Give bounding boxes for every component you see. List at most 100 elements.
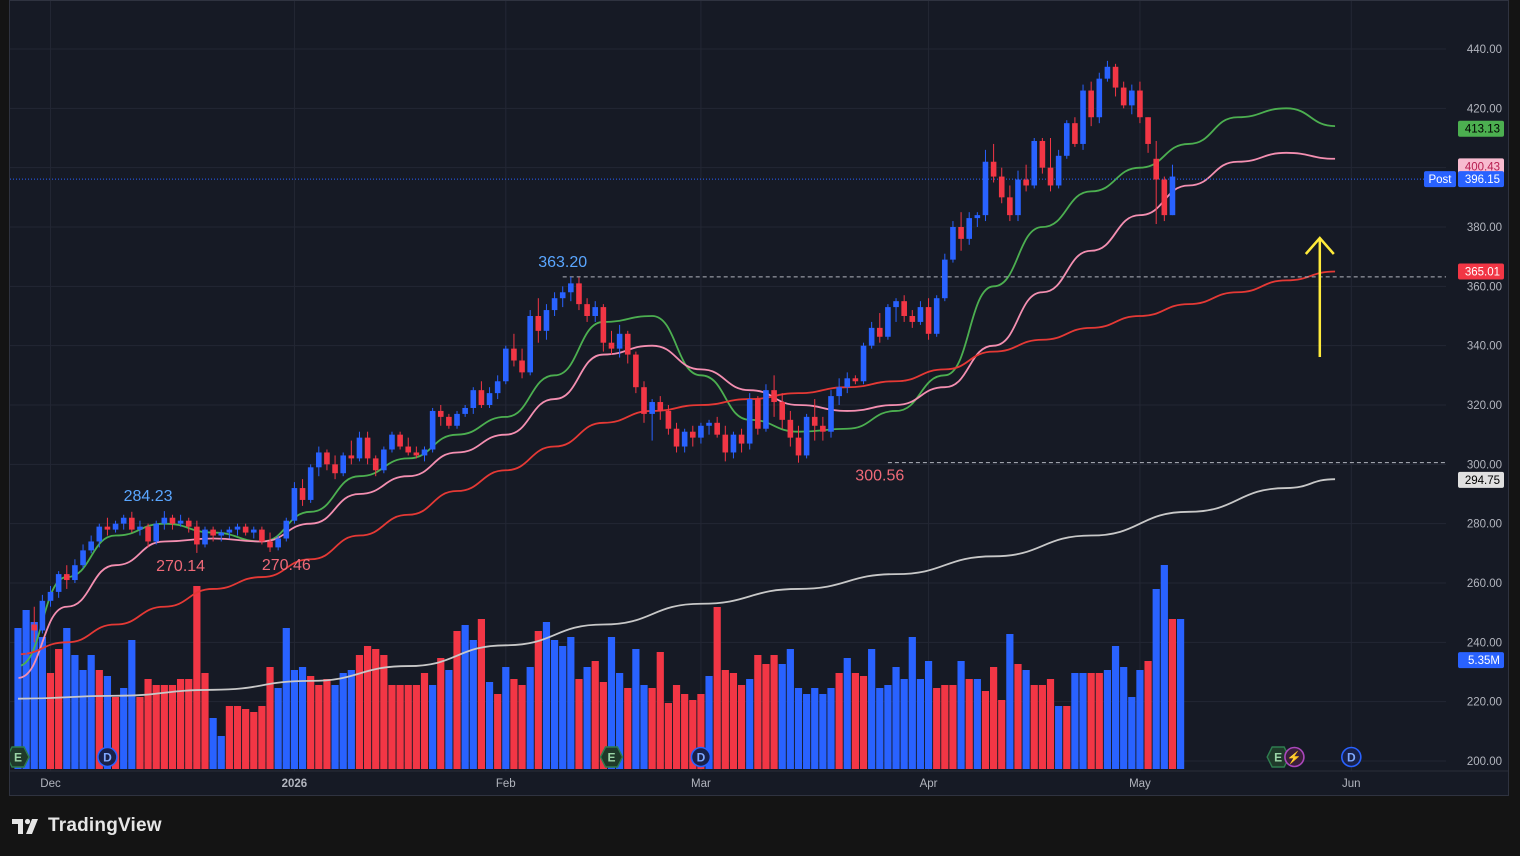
- price-tick-label: 420.00: [1467, 103, 1502, 115]
- candle: [23, 624, 29, 649]
- candle: [210, 529, 216, 536]
- volume-bar: [656, 652, 664, 769]
- price-tick-label: 440.00: [1467, 44, 1502, 56]
- candle: [942, 259, 948, 299]
- volume-bar: [1111, 646, 1120, 769]
- candle: [421, 449, 428, 456]
- candle: [698, 425, 704, 438]
- candle: [275, 538, 281, 548]
- volume-bar: [469, 640, 477, 769]
- volume-bar: [1128, 697, 1136, 769]
- candle: [1137, 90, 1143, 118]
- time-tick-label: Jun: [1342, 778, 1361, 790]
- candle: [96, 526, 103, 542]
- candle: [104, 526, 111, 530]
- volume-bar: [1087, 673, 1095, 769]
- brand-name: TradingView: [48, 815, 162, 836]
- candle: [885, 307, 891, 337]
- volume-bar: [518, 685, 526, 769]
- volume-bar: [827, 688, 835, 769]
- volume-bar: [1160, 565, 1168, 769]
- candle: [356, 437, 363, 459]
- price-tick-label: 340.00: [1467, 341, 1502, 353]
- axis-value-label-bg: [1458, 471, 1504, 488]
- arrow-head: [1304, 236, 1335, 255]
- volume-bar: [721, 670, 729, 769]
- candle: [145, 526, 151, 542]
- candle: [267, 541, 273, 548]
- candle: [795, 437, 802, 456]
- candle: [608, 342, 615, 349]
- tradingview-logo-icon: [12, 818, 38, 834]
- time-axis: Dec 2026 Feb Mar Apr May Jun: [10, 770, 1508, 790]
- volume-bar: [323, 679, 331, 769]
- split-marker-icon: [1284, 746, 1305, 768]
- volume-bar: [908, 637, 916, 769]
- candle: [543, 310, 550, 331]
- volume-bar: [209, 718, 217, 769]
- volume-bar: [786, 649, 794, 769]
- volume-bar: [445, 670, 453, 769]
- candle: [568, 283, 574, 293]
- candle: [933, 298, 940, 334]
- volume-bar: [567, 637, 575, 769]
- candle: [649, 402, 655, 414]
- ema-long-line: [17, 478, 1336, 700]
- candle: [779, 402, 786, 420]
- candle: [1031, 140, 1038, 186]
- volume-bar: [550, 640, 559, 769]
- volume-bar: [160, 685, 168, 769]
- candle: [551, 298, 558, 311]
- volume-bar: [1055, 706, 1063, 769]
- candle: [372, 458, 379, 471]
- price-tick-label: 200.00: [1467, 756, 1502, 768]
- candle: [1088, 90, 1094, 118]
- candle: [324, 452, 330, 465]
- volume-bar: [250, 712, 258, 769]
- volume-bar: [510, 679, 518, 769]
- arrow-annotation: [1304, 236, 1335, 357]
- volume-bar: [1176, 619, 1185, 769]
- candle: [527, 316, 533, 373]
- ema-slow-line: [17, 270, 1336, 656]
- price-annotation: 270.46: [262, 557, 311, 574]
- volume-bar: [120, 688, 128, 769]
- candle: [283, 520, 290, 539]
- candle: [397, 434, 403, 447]
- volume-bar: [664, 703, 672, 769]
- candlestick-chart[interactable]: 363.20 284.23 270.14 270.46 300.56 E D E D E ⚡ D 4…: [6, 1, 1508, 795]
- candle: [470, 390, 477, 408]
- reference-lines: [10, 178, 1446, 464]
- candle: [340, 455, 346, 474]
- volume-bar: [502, 667, 510, 769]
- candle: [112, 523, 119, 530]
- candle: [120, 517, 127, 524]
- candle: [836, 387, 842, 397]
- volume-bar: [534, 631, 542, 769]
- volume-bar: [957, 661, 965, 769]
- volume-bar: [177, 679, 185, 769]
- candle: [153, 523, 160, 542]
- chart-panel[interactable]: 363.20 284.23 270.14 270.46 300.56 E D E D E ⚡ D 4…: [6, 0, 1509, 796]
- price-tick-label: 220.00: [1467, 697, 1502, 709]
- axis-value-label: 365.01: [1465, 266, 1500, 278]
- volume-bar: [616, 673, 624, 769]
- volume-bar: [437, 658, 445, 769]
- candle: [998, 176, 1005, 198]
- candle: [63, 574, 70, 581]
- candle: [982, 161, 989, 216]
- time-tick-label: Feb: [496, 778, 516, 790]
- candle: [600, 307, 607, 343]
- candle: [576, 283, 582, 305]
- price-tick-label: 300.00: [1467, 459, 1502, 471]
- candle: [348, 455, 355, 459]
- candle: [844, 378, 851, 388]
- candle: [161, 517, 168, 524]
- moving-averages: [17, 107, 1336, 700]
- candle: [616, 333, 623, 349]
- volume-bar: [168, 685, 177, 769]
- candle: [80, 550, 86, 566]
- volume-bar: [681, 694, 689, 769]
- volume-bar: [713, 607, 721, 769]
- volume-bar: [794, 688, 803, 769]
